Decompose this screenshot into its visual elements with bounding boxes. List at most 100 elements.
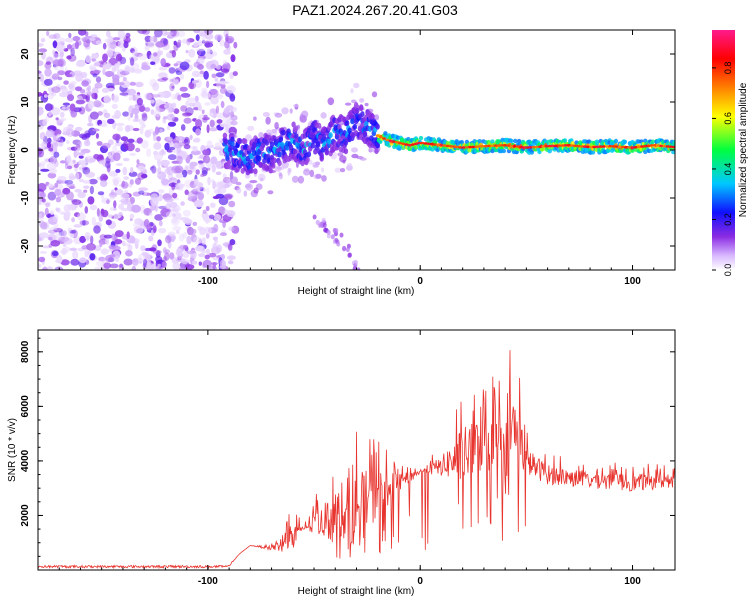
heatmap-cell	[188, 49, 196, 58]
heatmap-cell	[46, 162, 57, 171]
heatmap-cell	[68, 32, 72, 39]
heatmap-cell	[201, 166, 208, 175]
heatmap-cell	[132, 50, 138, 57]
heatmap-cell	[115, 53, 123, 62]
heatmap-cell	[97, 111, 103, 116]
heatmap-cell	[247, 125, 255, 131]
heatmap-cell	[277, 160, 282, 167]
heatmap-cell	[541, 145, 546, 148]
heatmap-cell	[272, 157, 277, 164]
heatmap-cell	[346, 162, 353, 171]
heatmap-cell	[231, 225, 240, 234]
heatmap-cell	[124, 125, 131, 133]
heatmap-cell	[69, 185, 76, 190]
heatmap-cell	[190, 150, 201, 156]
heatmap-cell	[374, 148, 379, 155]
heatmap-cell	[417, 141, 422, 145]
heatmap-cell	[126, 88, 137, 96]
heatmap-cell	[111, 176, 122, 184]
heatmap-cell	[48, 236, 53, 241]
heatmap-cell	[76, 71, 81, 78]
heatmap-cell	[86, 243, 96, 251]
heatmap-cell	[229, 93, 236, 102]
heatmap-cell	[172, 216, 178, 224]
colorbar-tick-label: 0.6	[723, 112, 733, 125]
heatmap-cell	[201, 109, 205, 115]
heatmap-cell	[173, 40, 177, 46]
heatmap-cell	[232, 71, 238, 77]
heatmap-cell	[45, 202, 51, 208]
heatmap-cell	[111, 66, 117, 73]
heatmap-cell	[75, 61, 85, 68]
heatmap-cell	[92, 40, 96, 45]
heatmap-cell	[633, 145, 638, 149]
heatmap-cell	[58, 119, 65, 124]
heatmap-cell	[81, 80, 89, 87]
heatmap-cell	[184, 218, 193, 226]
heatmap-cell	[214, 77, 219, 82]
heatmap-cell	[189, 134, 193, 140]
heatmap-cell	[480, 144, 485, 148]
heatmap-cell	[167, 154, 177, 161]
heatmap-cell	[270, 129, 278, 137]
heatmap-cell	[611, 145, 616, 148]
heatmap-cell	[41, 198, 46, 203]
heatmap-cell	[73, 107, 82, 113]
heatmap-cell	[668, 145, 673, 148]
heatmap-cell	[79, 88, 86, 94]
heatmap-cell	[228, 200, 236, 208]
heatmap-cell	[90, 34, 98, 39]
heatmap-cell	[185, 100, 190, 107]
heatmap-cell	[141, 173, 148, 179]
heatmap-cell	[324, 149, 329, 156]
heatmap-cell	[68, 83, 74, 90]
heatmap-cell	[191, 229, 197, 234]
heatmap-cell	[439, 143, 444, 147]
heatmap-cell	[121, 200, 131, 205]
heatmap-cell	[71, 217, 75, 223]
heatmap-cell	[280, 141, 285, 148]
heatmap-cell	[39, 73, 44, 82]
heatmap-cell	[108, 244, 116, 250]
heatmap-cell	[204, 30, 213, 35]
heatmap-cell	[541, 146, 546, 151]
heatmap-cell	[166, 201, 172, 206]
heatmap-cell	[305, 156, 310, 163]
heatmap-cell	[227, 37, 233, 44]
heatmap-cell	[203, 114, 208, 118]
heatmap-cell	[131, 107, 140, 115]
heatmap-cell	[401, 142, 406, 146]
heatmap-cell	[205, 232, 210, 239]
heatmap-cell	[195, 34, 200, 41]
heatmap-cell	[93, 69, 102, 74]
heatmap-cell	[219, 232, 227, 237]
heatmap-cell	[175, 70, 183, 76]
heatmap-cell	[191, 80, 196, 84]
heatmap-cell	[452, 145, 457, 148]
heatmap-cell	[193, 199, 204, 208]
heatmap-cell	[375, 134, 380, 137]
heatmap-cell	[327, 138, 332, 145]
heatmap-cell	[76, 150, 80, 156]
heatmap-cell	[158, 220, 163, 227]
heatmap-cell	[66, 55, 72, 60]
heatmap-cell	[172, 262, 181, 270]
heatmap-cell	[64, 179, 74, 185]
heatmap-cell	[192, 260, 198, 265]
heatmap-cell	[522, 146, 527, 149]
heatmap-cell	[328, 132, 333, 139]
heatmap-cell	[64, 37, 75, 43]
heatmap-cell	[168, 67, 176, 74]
heatmap-cell	[192, 221, 198, 226]
heatmap-cell	[506, 144, 511, 147]
snr-ticks: -100 0 100 2000 4000 6000 8000	[20, 330, 676, 587]
heatmap-cell	[67, 94, 74, 102]
heatmap-cell	[258, 132, 264, 139]
heatmap-cell	[659, 144, 664, 148]
heatmap-cell	[70, 233, 75, 238]
heatmap-cell	[371, 91, 378, 98]
heatmap-cell	[105, 219, 112, 226]
heatmap-cell	[249, 180, 258, 184]
